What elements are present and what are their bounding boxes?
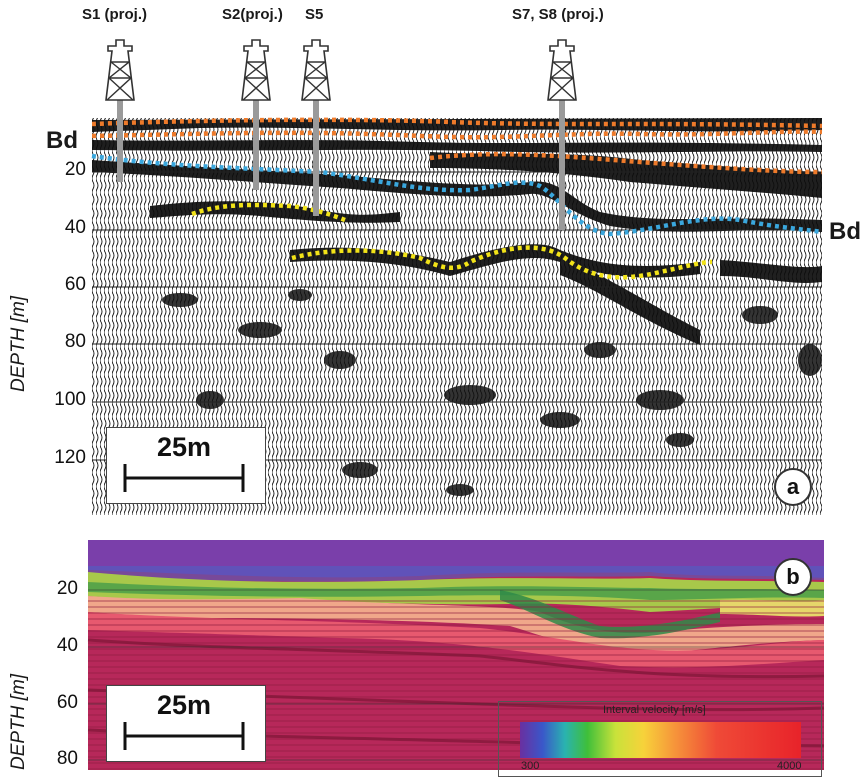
panel-letter-a: a xyxy=(774,468,812,506)
derrick-icon-s5 xyxy=(301,39,331,101)
depth-tick: 100 xyxy=(54,389,86,410)
depth-tick: 40 xyxy=(56,635,78,656)
depth-tick: 80 xyxy=(56,748,78,769)
depth-tick: 60 xyxy=(64,274,86,295)
well-label-s7-s8: S7, S8 (proj.) xyxy=(512,6,604,23)
derrick-icon-s2 xyxy=(241,39,271,101)
depth-tick: 60 xyxy=(56,692,78,713)
scale-bar-a: 25m xyxy=(106,427,266,504)
velocity-legend: Interval velocity [m/s] 300 4000 xyxy=(498,701,822,777)
depth-tick: 20 xyxy=(64,159,86,180)
well-label-s5: S5 xyxy=(305,6,324,23)
legend-min: 300 xyxy=(521,760,540,772)
depth-tick: 40 xyxy=(64,217,86,238)
derrick-icon-s1 xyxy=(105,39,135,101)
legend-color-bar xyxy=(520,722,801,758)
depth-tick: 80 xyxy=(64,331,86,352)
y-axis-label-b: DEPTH [m] xyxy=(8,673,29,770)
horizon-label-left: Bd xyxy=(46,127,78,154)
scale-label-a: 25m xyxy=(157,432,212,462)
depth-tick: 120 xyxy=(54,447,86,468)
derrick-icon-s7-s8 xyxy=(547,39,577,101)
horizon-label-right: Bd xyxy=(829,218,861,245)
seismic-section xyxy=(91,39,823,515)
legend-max: 4000 xyxy=(777,760,802,772)
scale-label-b: 25m xyxy=(157,690,212,720)
scale-bar-b: 25m xyxy=(106,685,266,762)
panel-letter-b: b xyxy=(774,558,812,596)
well-label-s1: S1 (proj.) xyxy=(82,6,148,23)
depth-tick: 20 xyxy=(56,578,78,599)
well-label-s2: S2(proj.) xyxy=(222,6,283,23)
legend-title: Interval velocity [m/s] xyxy=(603,704,706,716)
